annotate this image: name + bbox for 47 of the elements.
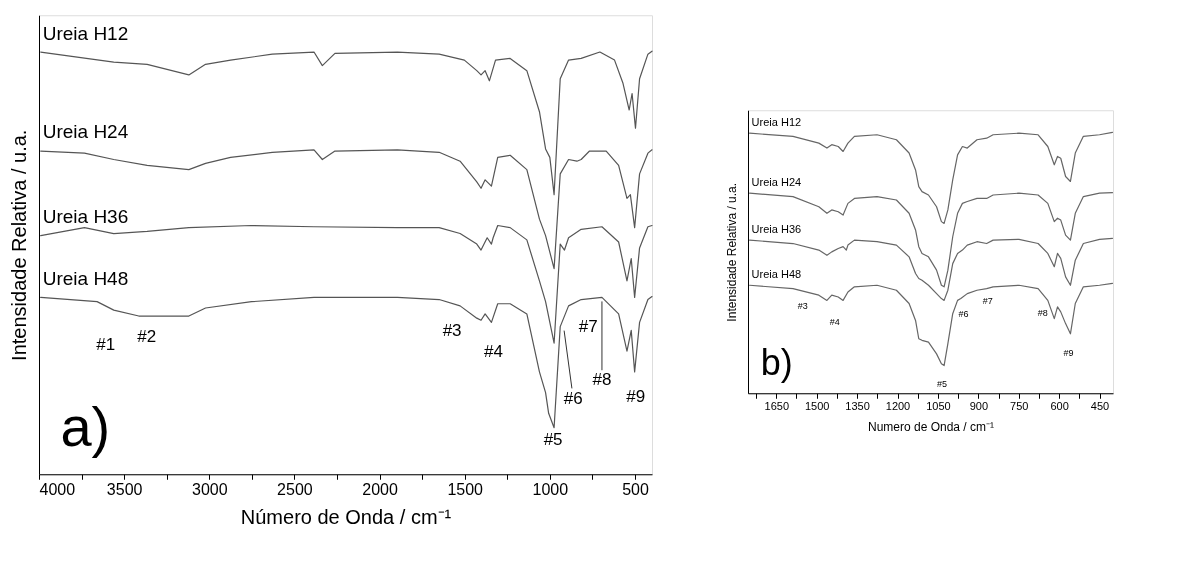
x-tick-label: 750 [1010,399,1029,412]
x-tick-label: 3000 [191,480,228,498]
series-label: Ureia H24 [751,176,802,189]
x-axis-title: Número de Onda / cm⁻¹ [240,505,452,528]
annotation: #3 [442,320,462,340]
x-tick-label: 4000 [39,480,76,498]
annotation: #2 [137,327,157,347]
annotation: b) [760,342,793,384]
annotation: #7 [578,316,598,336]
series-label: Ureia H48 [751,268,802,281]
annotation: #8 [592,370,612,390]
series-label: Ureia H36 [751,223,802,236]
annotation: #9 [626,386,646,406]
y-axis-title: Intensidade Relativa / u.a. [7,129,30,361]
y-axis-title: Intensidade Relativa / u.a. [724,182,739,322]
annotation: #6 [958,309,969,320]
x-axis-title: Numero de Onda / cm⁻¹ [867,419,995,434]
annotation: #5 [543,429,563,449]
x-tick-label: 900 [969,399,988,412]
annotation: #8 [1037,308,1048,319]
annotation: #4 [483,342,503,362]
x-tick-label: 2500 [277,480,313,498]
x-tick-label: 1050 [926,399,951,412]
annotation: #6 [563,388,583,408]
series-label: Ureia H12 [751,116,802,129]
series-label: Ureia H36 [42,206,129,228]
x-tick-label: 500 [622,480,649,498]
x-tick-label: 600 [1050,399,1069,412]
x-tick-label: 3500 [106,480,143,498]
series-label: Ureia H48 [42,267,129,289]
x-tick-label: 1500 [447,480,484,498]
series-label: Ureia H24 [42,121,129,143]
x-tick-label: 2000 [362,480,398,498]
annotation: a) [60,395,111,459]
annotation: #3 [797,301,808,312]
annotation: #7 [982,295,993,306]
x-tick-label: 450 [1090,399,1110,412]
x-tick-label: 1200 [885,399,911,412]
x-tick-label: 1350 [845,399,870,412]
annotation: #5 [937,378,948,389]
x-tick-label: 1500 [804,399,830,412]
x-tick-label: 1650 [764,399,790,412]
x-tick-label: 1000 [532,480,569,498]
annotation: #9 [1063,347,1074,358]
annotation: #4 [829,317,840,328]
annotation: #1 [96,335,116,355]
series-label: Ureia H12 [42,22,129,44]
